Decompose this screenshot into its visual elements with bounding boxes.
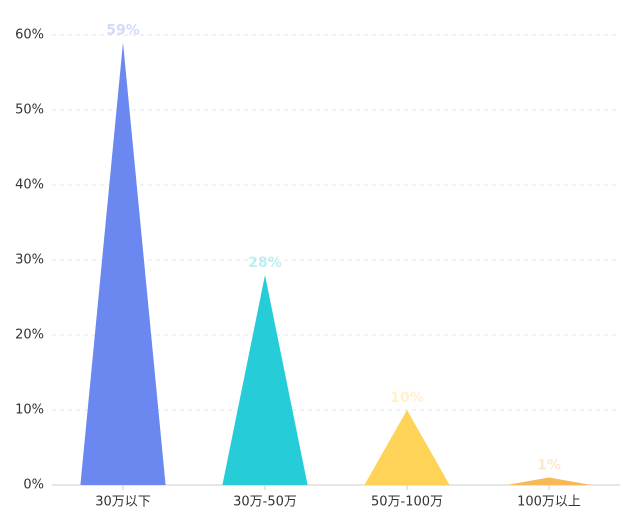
y-tick-label: 50%	[15, 103, 44, 118]
value-label: 59%	[106, 23, 140, 39]
y-tick-label: 40%	[15, 178, 44, 193]
x-tick-label: 50万-100万	[371, 495, 443, 510]
x-tick-label: 30万-50万	[233, 495, 297, 510]
bar	[222, 275, 308, 485]
bar	[364, 410, 450, 485]
y-tick-label: 10%	[15, 403, 44, 418]
y-tick-label: 0%	[23, 478, 44, 493]
bar	[506, 477, 592, 485]
value-label: 1%	[537, 458, 561, 474]
x-tick-label: 30万以下	[95, 495, 151, 510]
value-label: 10%	[390, 390, 424, 406]
value-label: 28%	[248, 255, 282, 271]
x-tick-label: 100万以上	[517, 495, 581, 510]
y-tick-label: 20%	[15, 328, 44, 343]
bar	[80, 42, 166, 485]
y-tick-label: 30%	[15, 253, 44, 268]
y-tick-label: 60%	[15, 28, 44, 43]
